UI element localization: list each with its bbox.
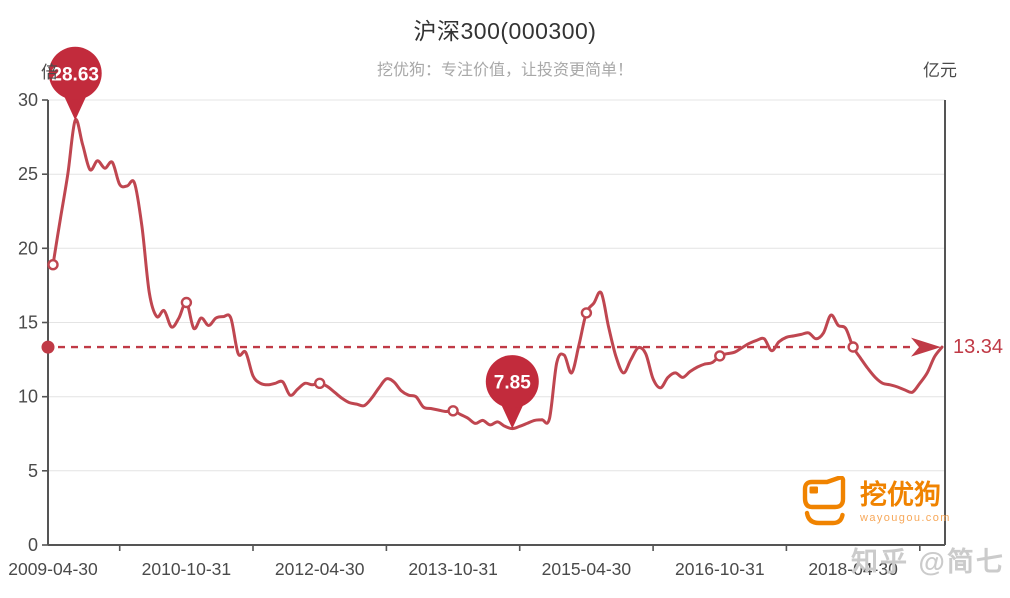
pe-line-path	[51, 118, 944, 431]
peak-balloon-tail	[63, 95, 87, 121]
x-tick-label: 2013-10-31	[408, 559, 498, 579]
right-axis-unit-label: 亿元	[923, 61, 957, 80]
wayougou-logo-domain: wayougou.com	[860, 511, 951, 524]
x-tick-label: 2016-10-31	[675, 559, 765, 579]
x-tick-label: 2009-04-30	[8, 559, 98, 579]
x-tick-label: 2015-04-30	[542, 559, 632, 579]
date-marker	[447, 405, 459, 417]
date-marker	[314, 377, 326, 389]
trough-balloon-bubble	[485, 355, 539, 409]
y-tick-label: 30	[18, 90, 38, 110]
trough-balloon-tail	[500, 403, 524, 429]
date-marker	[180, 296, 193, 309]
date-marker	[847, 341, 859, 353]
trough-balloon-label: 7.85	[494, 373, 531, 394]
y-tick-label: 20	[18, 238, 38, 258]
chart-title: 沪深300(000300)	[413, 18, 597, 44]
x-tick-label: 2018-04-30	[808, 559, 898, 579]
x-tick-label: 2012-04-30	[275, 559, 365, 579]
zhihu-watermark: 知乎 @简七	[851, 547, 1005, 577]
y-tick-label: 25	[18, 164, 38, 184]
y-tick-label: 15	[18, 313, 38, 333]
current-value-label: 13.34	[953, 336, 1004, 358]
reference-dot	[41, 340, 55, 354]
left-axis-unit-label: 倍	[41, 63, 58, 82]
reference-arrowhead	[911, 337, 941, 357]
wayougou-logo-text: 挖优狗	[860, 480, 941, 511]
trough-balloon: 7.85	[485, 355, 539, 429]
chart-subtitle: 挖优狗：专注价值，让投资更简单！	[376, 62, 633, 79]
x-tick-label: 2010-10-31	[142, 559, 232, 579]
date-marker	[580, 307, 593, 319]
y-tick-label: 10	[18, 387, 38, 407]
wayougou-dog-icon	[802, 476, 846, 526]
y-tick-label: 0	[28, 535, 38, 555]
date-marker	[714, 350, 726, 362]
date-marker	[47, 259, 59, 271]
peak-balloon-label: 28.63	[51, 64, 99, 85]
peak-balloon-bubble	[48, 46, 102, 100]
y-tick-label: 5	[28, 461, 38, 481]
wayougou-logo: 挖优狗 wayougou.com	[796, 476, 951, 529]
peak-balloon: 28.63	[48, 46, 102, 121]
